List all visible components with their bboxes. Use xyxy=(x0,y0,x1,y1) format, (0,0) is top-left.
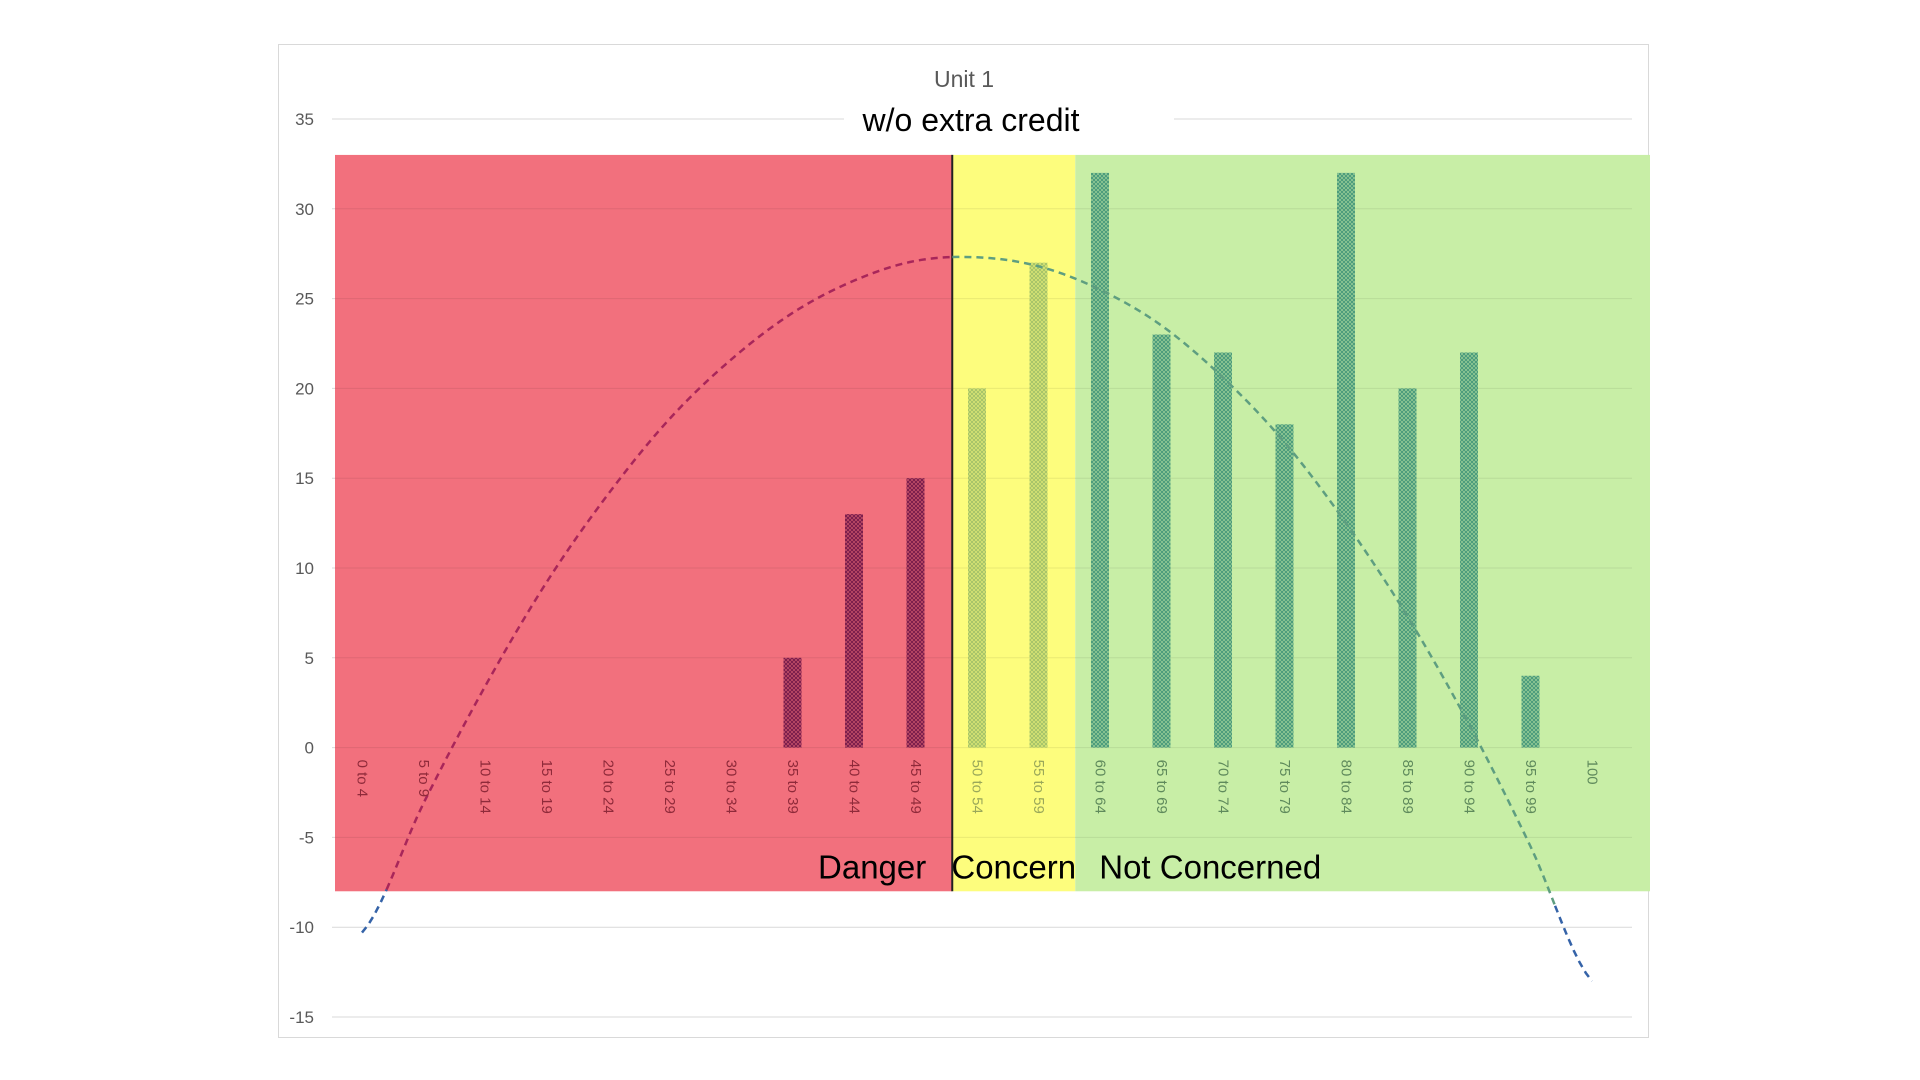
x-tick-label: 0 to 4 xyxy=(354,760,371,798)
bar xyxy=(1521,675,1540,748)
x-tick-label: 5 to 9 xyxy=(415,760,432,798)
x-tick-label: 15 to 19 xyxy=(538,760,555,814)
bar xyxy=(783,657,802,748)
trendline xyxy=(361,255,1593,982)
x-tick-label: 60 to 64 xyxy=(1092,760,1109,814)
bar xyxy=(1214,352,1232,748)
y-tick-label: 20 xyxy=(295,379,314,398)
x-tick-label: 10 to 14 xyxy=(477,760,494,814)
x-tick-label: 55 to 59 xyxy=(1030,760,1047,814)
chart-frame: 35 30 25 20 15 10 5 0 -5 -10 -15 0 to 4 5 to 9 10 to… xyxy=(278,44,1650,1038)
bar xyxy=(1091,172,1109,748)
y-tick-label: -10 xyxy=(289,918,314,937)
bar xyxy=(1398,388,1417,748)
y-tick-label: -15 xyxy=(289,1008,314,1027)
y-tick-label: 35 xyxy=(295,110,314,129)
x-tick-label: 25 to 29 xyxy=(661,760,678,814)
x-tick-label: 45 to 49 xyxy=(907,760,924,814)
zone-label-danger: Danger xyxy=(818,849,926,886)
chart-subtitle: w/o extra credit xyxy=(862,102,1080,138)
bar xyxy=(1337,172,1355,748)
x-axis-ticks: 0 to 4 5 to 9 10 to 14 15 to 19 20 to 24 25 t… xyxy=(354,760,1601,814)
y-tick-label: -5 xyxy=(299,828,314,847)
y-axis-ticks: 35 30 25 20 15 10 5 0 -5 -10 -15 xyxy=(289,110,314,1027)
bar xyxy=(1275,424,1294,748)
trendline-segment xyxy=(385,255,953,891)
chart-title: Unit 1 xyxy=(934,66,994,92)
zone-labels: Danger Concern Not Concerned xyxy=(818,849,1321,886)
x-tick-label: 35 to 39 xyxy=(784,760,801,814)
x-tick-label: 80 to 84 xyxy=(1338,760,1355,814)
trendline-segment xyxy=(1553,905,1593,982)
bar xyxy=(968,388,986,748)
chart: 35 30 25 20 15 10 5 0 -5 -10 -15 0 to 4 5 to 9 10 to… xyxy=(289,66,1650,1027)
x-tick-label: 85 to 89 xyxy=(1399,760,1416,814)
x-tick-label: 65 to 69 xyxy=(1153,760,1170,814)
x-tick-label: 75 to 79 xyxy=(1276,760,1293,814)
y-tick-label: 5 xyxy=(305,649,314,668)
bars xyxy=(783,172,1540,748)
x-tick-label: 40 to 44 xyxy=(846,760,863,814)
bar xyxy=(906,478,925,748)
x-tick-label: 70 to 74 xyxy=(1215,760,1232,814)
trendline-segment xyxy=(361,889,388,934)
x-tick-label: 90 to 94 xyxy=(1461,760,1478,814)
bar xyxy=(845,514,863,748)
zone-label-not-concerned: Not Concerned xyxy=(1099,849,1321,886)
x-tick-label: 30 to 34 xyxy=(723,760,740,814)
x-tick-label: 95 to 99 xyxy=(1522,760,1539,814)
y-tick-label: 10 xyxy=(295,559,314,578)
bar xyxy=(1152,334,1171,748)
bar xyxy=(1029,262,1048,748)
trendline-segment xyxy=(952,255,1557,907)
bar xyxy=(1460,352,1478,748)
y-tick-label: 25 xyxy=(295,290,314,309)
y-tick-label: 15 xyxy=(295,469,314,488)
zone-label-concern: Concern xyxy=(951,849,1076,886)
zones xyxy=(335,154,1650,892)
x-tick-label: 100 xyxy=(1584,760,1601,785)
y-tick-label: 30 xyxy=(295,200,314,219)
subtitle-background xyxy=(844,103,1174,143)
y-tick-label: 0 xyxy=(305,739,314,758)
x-tick-label: 20 to 24 xyxy=(600,760,617,814)
zone-not-concerned xyxy=(1075,154,1650,892)
x-tick-label: 50 to 54 xyxy=(969,760,986,814)
